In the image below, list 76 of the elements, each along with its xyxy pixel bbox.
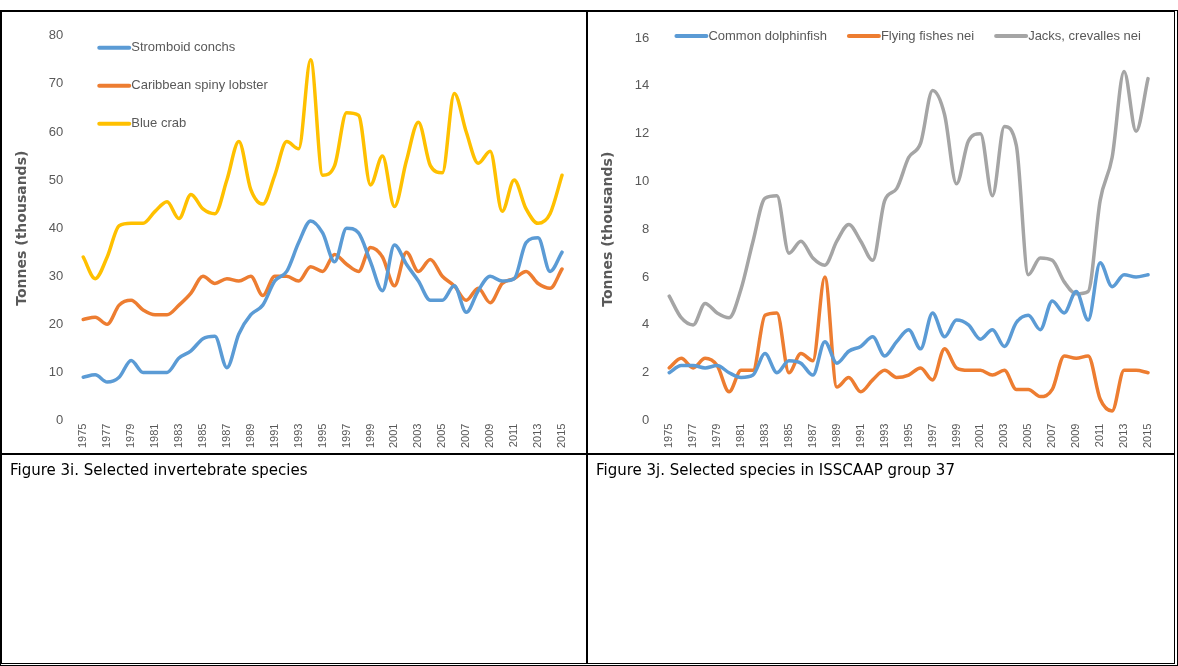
y-tick-label: 10 — [634, 173, 650, 189]
legend-label: Common dolphinfish — [708, 27, 827, 43]
x-tick-label: 1979 — [124, 423, 137, 449]
y-axis-title: Tonnes (thousands) — [599, 151, 616, 307]
y-tick-label: 14 — [634, 77, 650, 93]
line-series — [81, 245, 564, 327]
caption: Figure 3j. Selected species in ISSCAAP group 37 — [596, 461, 956, 479]
y-tick-label: 80 — [48, 27, 64, 43]
x-tick-label: 1987 — [219, 423, 232, 449]
x-tick-label: 2009 — [1069, 423, 1082, 449]
y-tick-label: 10 — [48, 364, 64, 380]
legend-label: Stromboid conchs — [131, 39, 236, 55]
x-tick-label: 1989 — [829, 423, 842, 449]
x-tick-label: 1989 — [243, 423, 256, 449]
legend-label: Jacks, crevalles nei — [1028, 27, 1141, 43]
x-tick-label: 2005 — [1021, 423, 1034, 449]
x-tick-label: 2003 — [997, 423, 1010, 449]
x-tick-label: 1997 — [925, 423, 938, 449]
x-tick-label: 2005 — [435, 423, 448, 449]
x-tick-label: 1983 — [758, 423, 771, 449]
line-series — [667, 275, 1150, 413]
x-tick-label: 1979 — [710, 423, 723, 449]
x-tick-label: 1997 — [339, 423, 352, 449]
x-tick-label: 2001 — [973, 423, 986, 449]
y-axis-title: Tonnes (thousands) — [13, 150, 30, 306]
x-tick-label: 2011 — [507, 423, 520, 448]
line-series — [667, 260, 1150, 380]
x-tick-label: 2003 — [411, 423, 424, 449]
x-tick-label: 1995 — [901, 423, 914, 449]
x-tick-label: 1999 — [949, 423, 962, 449]
y-tick-label: 16 — [634, 29, 650, 45]
legend-label: Blue crab — [131, 115, 187, 131]
x-tick-label: 1981 — [734, 423, 747, 449]
x-tick-label: 2009 — [483, 423, 496, 449]
line-series — [81, 58, 564, 281]
y-tick-label: 12 — [634, 125, 650, 141]
x-tick-label: 2007 — [1045, 423, 1058, 449]
x-tick-label: 2013 — [1117, 423, 1130, 449]
x-tick-label: 1975 — [662, 423, 675, 449]
y-tick-label: 6 — [642, 268, 650, 284]
x-tick-label: 1985 — [781, 423, 794, 449]
y-tick-label: 40 — [48, 219, 64, 235]
x-tick-label: 2001 — [387, 423, 400, 449]
y-tick-label: 60 — [48, 123, 64, 139]
x-tick-label: 2011 — [1093, 423, 1106, 448]
x-tick-label: 1999 — [363, 423, 376, 449]
y-tick-label: 70 — [48, 75, 64, 91]
legend-label: Flying fishes nei — [880, 27, 975, 43]
x-tick-label: 1993 — [877, 423, 890, 449]
x-tick-label: 1985 — [195, 423, 208, 449]
line-series — [667, 69, 1150, 327]
y-tick-label: 0 — [642, 412, 650, 428]
x-tick-label: 1977 — [100, 423, 113, 449]
legend-label: Caribbean spiny lobster — [131, 77, 269, 93]
x-tick-label: 1995 — [315, 423, 328, 449]
x-tick-label: 2007 — [459, 423, 472, 449]
x-tick-label: 1993 — [291, 423, 304, 449]
x-tick-label: 2013 — [531, 423, 544, 449]
y-tick-label: 4 — [642, 316, 650, 332]
x-tick-label: 1991 — [853, 423, 866, 449]
x-tick-label: 2015 — [555, 423, 568, 449]
y-tick-label: 30 — [48, 267, 64, 283]
x-tick-label: 1981 — [148, 423, 161, 449]
x-tick-label: 1987 — [805, 423, 818, 449]
x-tick-label: 2015 — [1141, 423, 1154, 449]
y-tick-label: 50 — [48, 171, 64, 187]
line-series — [81, 219, 564, 384]
x-tick-label: 1977 — [686, 423, 699, 449]
y-tick-label: 8 — [642, 220, 650, 236]
caption: Figure 3i. Selected invertebrate species — [10, 461, 309, 479]
x-tick-label: 1975 — [76, 423, 89, 449]
x-tick-label: 1983 — [172, 423, 185, 449]
y-tick-label: 2 — [642, 364, 650, 380]
x-tick-label: 1991 — [267, 423, 280, 449]
y-tick-label: 0 — [56, 412, 64, 428]
y-tick-label: 20 — [48, 315, 64, 331]
